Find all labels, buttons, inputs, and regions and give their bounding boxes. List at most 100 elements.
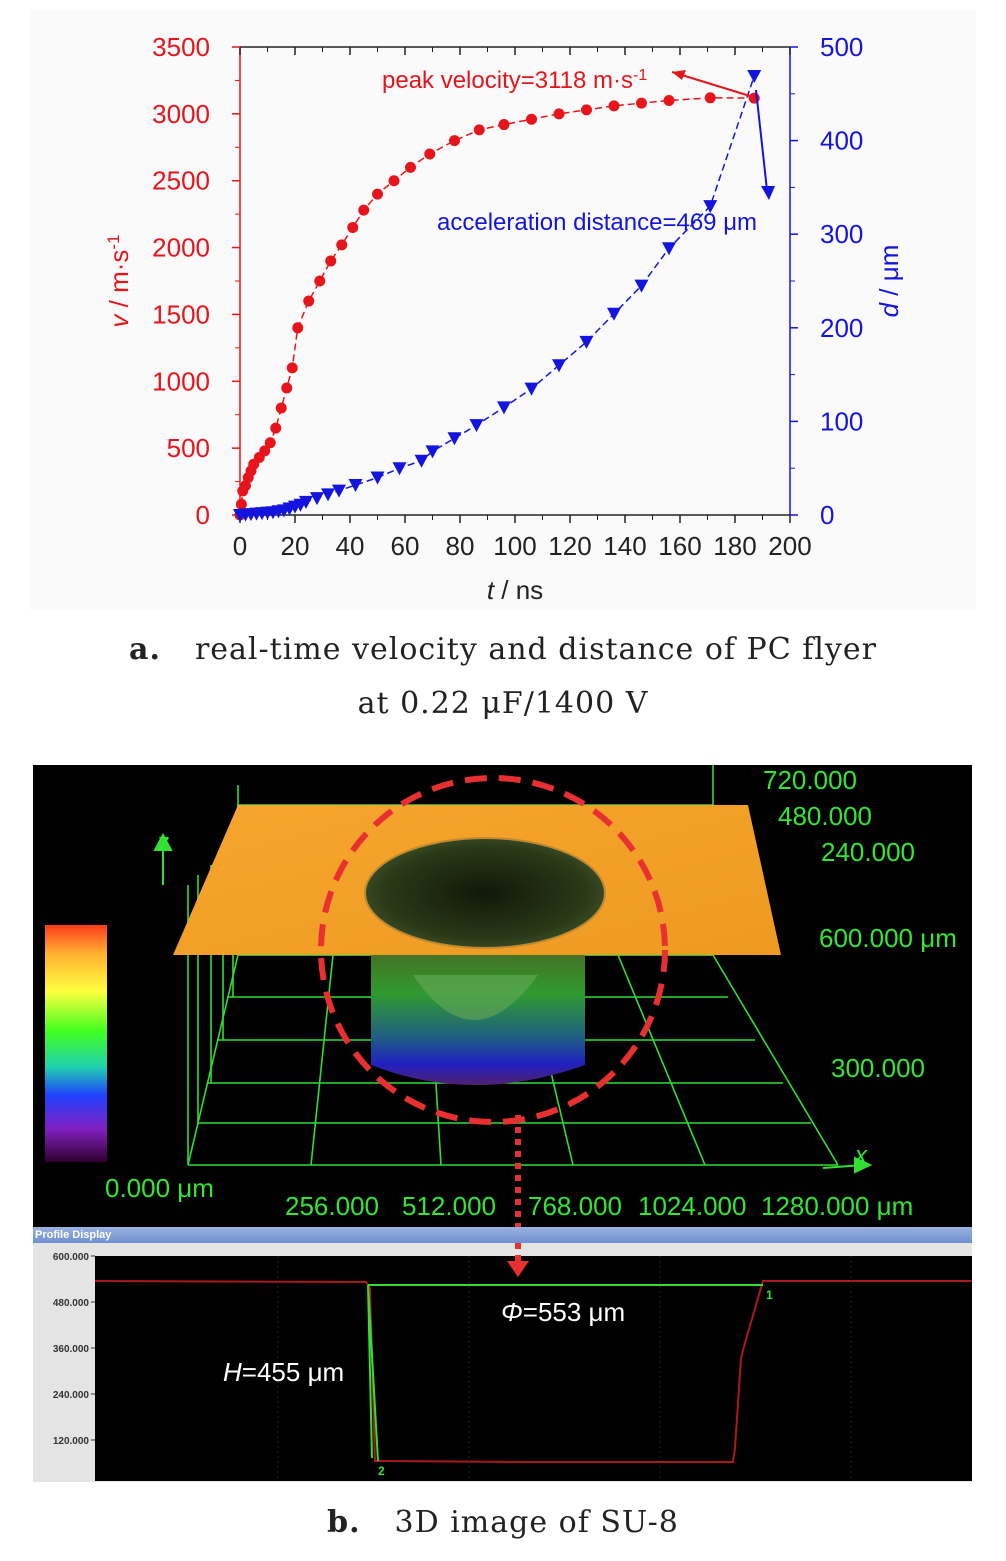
velocity-point — [704, 92, 716, 104]
velocity-point — [270, 422, 282, 434]
y-right-tick-label: 300 — [820, 219, 863, 249]
velocity-point — [581, 104, 592, 116]
distance-point — [747, 70, 762, 84]
y-left-tick-label: 1500 — [152, 299, 210, 329]
x-tick-label: 20 — [281, 531, 310, 561]
su8-3d-svg: z x 720.000 480.000 240.000 600.000 μm 3… — [45, 765, 957, 1227]
distance-point — [332, 484, 346, 498]
distance-point — [348, 479, 363, 493]
x-tick-label: 140 — [603, 531, 646, 561]
velocity-point — [264, 437, 276, 449]
right-label-480: 480.000 — [778, 801, 872, 831]
z-axis-arrow — [153, 832, 173, 885]
velocity-point — [449, 135, 460, 147]
x-tick-1280: 1280.000 μm — [761, 1191, 913, 1221]
y-left-axis-label: v / m·s-1 — [104, 234, 135, 327]
distance-point — [447, 432, 462, 446]
height-label: H=455 μm — [223, 1357, 344, 1387]
profile-y-tick-label: 480.000 — [53, 1298, 90, 1309]
y-left-tick-label: 3500 — [152, 32, 210, 62]
distance-point — [310, 492, 324, 506]
y-right-tick-label: 500 — [820, 32, 863, 62]
distance-point — [370, 471, 385, 485]
x-tick-label: 40 — [336, 531, 365, 561]
y-left-tick-label: 3000 — [152, 99, 210, 129]
velocity-point — [358, 204, 370, 216]
velocity-point — [388, 175, 400, 187]
profile-y-tick-label: 600.000 — [53, 1252, 90, 1263]
velocity-point — [286, 362, 298, 374]
caption-b-letter: b. — [327, 1505, 361, 1540]
velocity-point — [325, 255, 337, 267]
x-tick-label: 120 — [548, 531, 591, 561]
distance-point — [524, 382, 539, 396]
profile-display-titlebar: Profile Display — [33, 1227, 972, 1243]
caption-b: b. 3D image of SU-8 — [0, 1505, 1006, 1540]
acceleration-arrowhead — [761, 186, 775, 200]
x-tick-label: 200 — [768, 531, 811, 561]
velocity-point — [303, 295, 315, 307]
velocity-point — [292, 322, 304, 334]
velocity-point — [314, 275, 326, 287]
x-tick-768: 768.000 — [528, 1191, 622, 1221]
distance-point — [607, 307, 621, 321]
velocity-point — [259, 445, 271, 457]
y-right-tick-label: 200 — [820, 313, 863, 343]
distance-point — [662, 242, 676, 256]
su8-3d-image: z x 720.000 480.000 240.000 600.000 μm 3… — [33, 765, 972, 1227]
velocity-point — [663, 94, 675, 106]
caption-a-line1: real-time velocity and distance of PC fl… — [194, 632, 877, 667]
z-axis-label: z — [158, 829, 170, 856]
y-left-tick-label: 2000 — [152, 233, 210, 263]
distance-point — [321, 488, 335, 502]
acceleration-arrow — [755, 89, 768, 191]
peak-velocity-arrow — [671, 71, 751, 97]
distance-point — [497, 401, 511, 415]
right-label-300: 300.000 — [831, 1053, 925, 1083]
well-cylinder — [371, 945, 585, 1085]
y-left-tick-label: 0 — [196, 500, 210, 530]
velocity-point — [473, 124, 485, 136]
x-axis-label: t / ns — [487, 575, 543, 605]
caption-a-line2: at 0.22 μF/1400 V — [357, 686, 649, 721]
y-left-tick-label: 1000 — [152, 366, 210, 396]
velocity-line — [239, 97, 755, 516]
velocity-point — [498, 119, 510, 131]
distance-point — [552, 359, 566, 373]
distance-point — [579, 335, 594, 349]
x-tick-label: 60 — [391, 531, 420, 561]
distance-point — [414, 454, 429, 468]
right-label-600: 600.000 μm — [819, 923, 957, 953]
x-tick-1024: 1024.000 — [638, 1191, 746, 1221]
measure-outline — [367, 1284, 763, 1462]
velocity-point — [636, 97, 647, 109]
velocity-point — [526, 113, 537, 125]
y-left-tick-label: 2500 — [152, 166, 210, 196]
velocity-point — [336, 239, 348, 251]
distance-point — [299, 495, 313, 509]
caption-a-letter: a. — [129, 632, 161, 667]
y-left-tick-label: 500 — [167, 433, 210, 463]
y-right-tick-label: 0 — [820, 500, 834, 530]
distance-point — [703, 200, 718, 214]
velocity-point — [347, 222, 359, 234]
marker-1: 1 — [766, 1288, 773, 1302]
right-label-720: 720.000 — [763, 765, 857, 795]
caption-a: a. real-time velocity and distance of PC … — [0, 632, 1006, 667]
highlight-circle — [318, 775, 668, 1125]
y-right-tick-label: 400 — [820, 126, 863, 156]
x-tick-256: 256.000 — [285, 1191, 379, 1221]
x-axis-arrow — [822, 1156, 873, 1174]
y-right-axis-label: d / μm — [874, 245, 904, 318]
x-tick-label: 180 — [713, 531, 756, 561]
x-tick-512: 512.000 — [402, 1191, 496, 1221]
x-tick-label: 0 — [233, 531, 247, 561]
peak-velocity-annotation: peak velocity=3118 m·s-1 — [382, 67, 647, 95]
diameter-label: Φ=553 μm — [501, 1297, 625, 1327]
profile-y-tick-label: 360.000 — [53, 1344, 90, 1355]
velocity-point — [275, 402, 287, 414]
velocity-point — [405, 161, 416, 173]
x-tick-label: 80 — [446, 531, 475, 561]
profile-display: 600.000 480.000 360.000 240.000 120.000 1 2 … — [33, 1243, 972, 1482]
